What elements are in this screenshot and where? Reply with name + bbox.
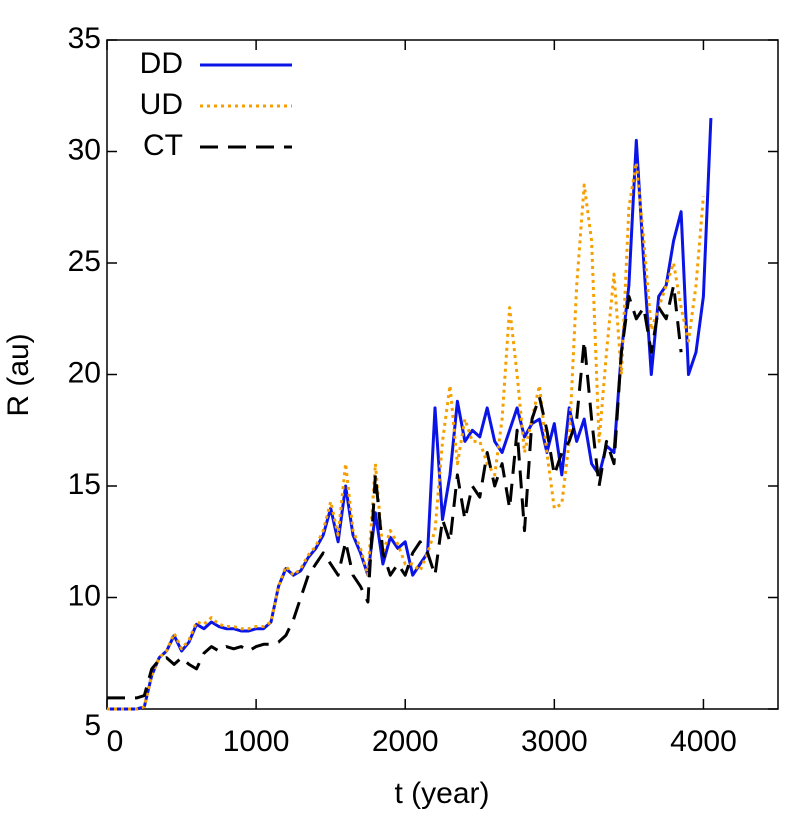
legend-label: CT [143,129,183,162]
y-tick-label: 5 [84,709,101,742]
y-tick-label: 25 [68,245,101,278]
x-axis-label: t (year) [394,777,489,810]
series-line [107,283,683,700]
legend-label: UD [140,88,183,121]
plot-frame [106,39,779,710]
x-tick-label: 0 [107,725,124,758]
y-tick-label: 10 [68,579,101,612]
y-tick-label: 15 [68,468,101,501]
series-line [107,161,705,711]
y-tick-label: 30 [68,133,101,166]
series-line [107,118,713,711]
x-tick-label: 4000 [670,725,737,758]
y-tick-label: 35 [68,22,101,55]
x-tick-label: 2000 [372,725,439,758]
y-axis-label: R (au) [2,333,35,416]
x-tick-label: 3000 [521,725,588,758]
legend-label: DD [140,47,183,80]
x-tick-label: 1000 [223,725,290,758]
y-tick-label: 20 [68,356,101,389]
